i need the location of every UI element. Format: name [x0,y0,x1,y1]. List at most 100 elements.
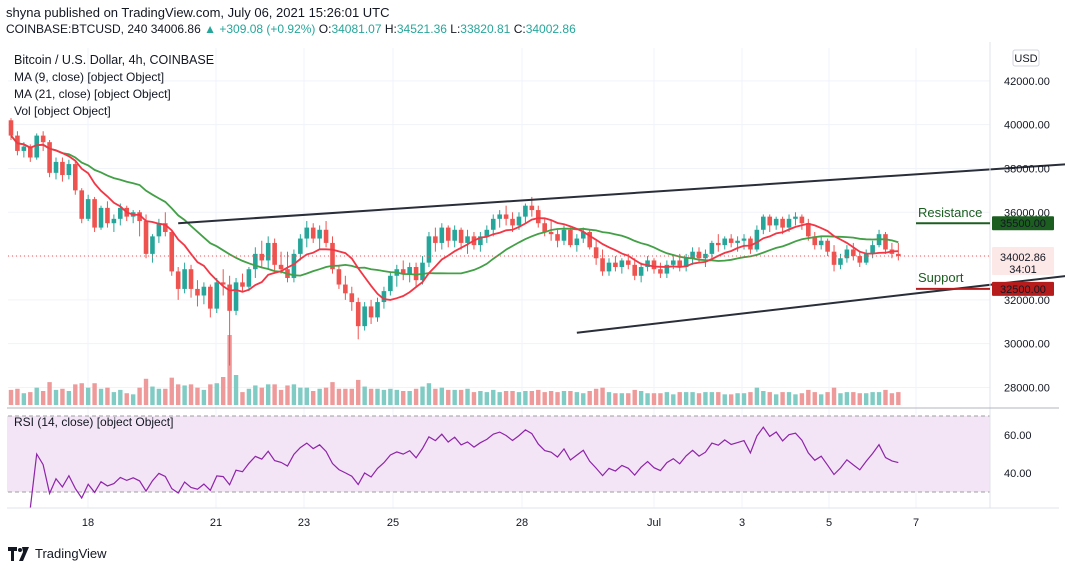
volume-bar [876,392,882,405]
candle-body [555,234,560,241]
candle-body [548,231,554,235]
last-price-flag-bg [992,247,1054,276]
volume-bar [381,389,387,405]
candle-body [838,258,843,265]
candle-body [400,269,406,274]
volume-bar [497,392,502,405]
volume-bar [831,387,837,405]
volume-bar [182,385,187,405]
volume-bar [780,392,785,405]
candle-body [445,227,451,241]
candle-body [227,284,232,311]
volume-bar [188,384,194,405]
candle-body [896,253,901,257]
publish-info: shyna published on TradingView.com, July… [6,5,390,20]
volume-bar [143,378,149,405]
volume-bar [208,384,213,405]
volume-bar [98,388,104,405]
volume-bar [844,392,850,405]
symbol-label: COINBASE:BTCUSD, 240 [6,22,148,36]
volume-bar [671,394,676,405]
last-price: 34006.86 [150,22,201,36]
candle-body [220,282,226,285]
candle-body [214,282,220,309]
candlesticks[interactable] [8,118,901,366]
volume-bar [272,384,277,405]
low-label: L: [450,22,461,36]
candle-body [658,269,663,274]
volume-bar [818,394,824,405]
candle-body [105,207,110,224]
candle-body [8,120,14,136]
price-change: +309.08 (+0.92%) [219,22,316,36]
legend-vol[interactable]: Vol [object Object] [14,104,111,118]
candle-body [47,142,52,173]
volume-bar [21,393,27,405]
volume-bar [259,387,264,405]
candle-body [606,262,612,272]
volume-bar [748,392,753,405]
price-tick-label: 40000.00 [1004,120,1050,132]
price-tick-label: 28000.00 [1004,382,1050,394]
time-tick-label: 18 [82,517,94,529]
volume-bar [439,387,445,405]
legend-rsi[interactable]: RSI (14, close) [object Object] [14,415,174,429]
volume-bar [773,394,779,405]
candle-body [645,260,650,268]
support-annotation: Support [918,270,964,285]
volume-bar [651,393,657,405]
candle-body [265,242,271,261]
time-tick-label: 7 [913,517,919,529]
candle-body [587,231,592,248]
candle-body [201,286,207,296]
volume-bar [420,386,425,405]
volume-bar [786,392,792,405]
volume-bar [574,392,580,405]
volume-bar [175,384,181,405]
candle-body [683,258,689,268]
candle-body [355,302,361,327]
candle-body [773,218,779,226]
candle-body [407,267,412,274]
candle-body [851,249,856,257]
volume-bars [8,335,901,405]
candle-body [561,229,567,241]
legend-ma21[interactable]: MA (21, close) [object Object] [14,87,171,101]
open-value: 34081.07 [331,22,382,36]
volume-bar [716,392,721,405]
legend-ma9[interactable]: MA (9, close) [object Object] [14,70,165,84]
volume-bar [407,391,412,405]
chart-legend: Bitcoin / U.S. Dollar, 4h, COINBASE MA (… [14,52,214,120]
volume-bar [645,393,650,405]
candle-body [182,269,187,289]
volume-bar [510,391,515,405]
low-value: 33820.81 [460,22,511,36]
candle-body [349,293,355,303]
tradingview-logo[interactable]: TradingView [8,546,107,561]
volume-bar [343,388,348,405]
volume-bar [278,389,284,405]
candle-body [670,260,676,265]
volume-bar [632,389,637,405]
volume-bar [111,392,117,405]
candle-body [870,245,875,254]
volume-bar [266,384,271,405]
chart-title: Bitcoin / U.S. Dollar, 4h, COINBASE [14,53,215,67]
candle-body [883,234,888,250]
time-tick-label: 3 [739,517,745,529]
candle-body [741,238,747,241]
candle-body [362,306,367,327]
candle-body [677,260,683,268]
price-channel [178,163,1065,334]
candle-body [317,229,322,239]
volume-bar [626,393,631,405]
volume-bar [323,387,329,405]
candle-body [625,260,631,265]
candle-body [208,286,213,309]
volume-bar [568,391,573,405]
close-value: 34002.86 [525,22,576,36]
volume-bar [806,389,811,405]
candle-body [516,216,522,226]
candle-body [304,227,310,239]
